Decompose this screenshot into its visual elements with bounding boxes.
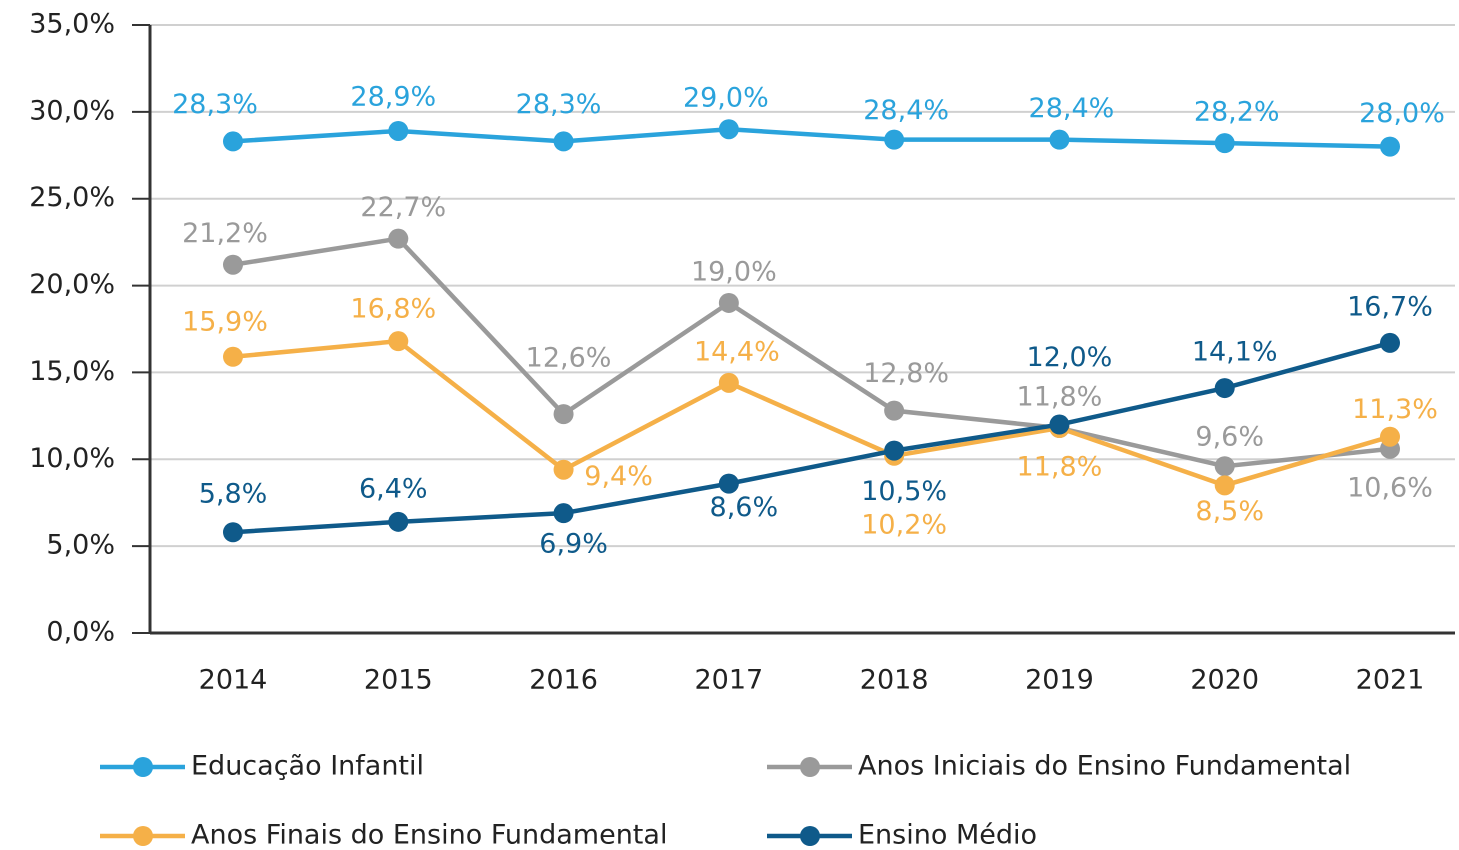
x-tick-label: 2019 [1025, 665, 1094, 696]
data-label: 28,3% [172, 89, 258, 120]
data-label: 8,6% [710, 492, 779, 523]
y-tick-label: 35,0% [29, 9, 115, 40]
point [718, 292, 739, 313]
point [388, 511, 409, 532]
data-label: 11,3% [1352, 394, 1438, 425]
point [1380, 426, 1400, 447]
y-tick-label: 25,0% [29, 182, 115, 213]
point [1049, 414, 1070, 435]
point [223, 131, 243, 152]
series-line [232, 126, 1391, 149]
data-label: 28,9% [350, 81, 436, 112]
legend-marker [800, 826, 820, 846]
legend-label: Anos Iniciais do Ensino Fundamental [858, 751, 1351, 782]
data-label: 5,8% [199, 479, 268, 510]
point [553, 131, 574, 152]
point [718, 372, 739, 393]
legend-label: Educação Infantil [191, 751, 424, 782]
y-tick-label: 5,0% [46, 530, 115, 561]
data-label: 21,2% [182, 218, 268, 249]
data-label: 28,0% [1359, 98, 1445, 129]
data-label: 12,6% [526, 343, 612, 374]
point [388, 331, 409, 352]
y-tick-label: 15,0% [29, 356, 115, 387]
point [388, 228, 409, 249]
data-label: 6,9% [539, 529, 608, 560]
data-label: 14,4% [694, 336, 780, 367]
point [223, 254, 243, 275]
series-line [232, 236, 1391, 469]
point [223, 346, 243, 367]
data-label: 9,6% [1195, 422, 1264, 453]
y-tick-label: 0,0% [46, 617, 115, 648]
point [718, 473, 739, 494]
legend-label: Ensino Médio [858, 820, 1037, 850]
data-label: 10,6% [1347, 472, 1433, 503]
y-tick-label: 20,0% [29, 269, 115, 300]
x-tick-label: 2015 [364, 665, 433, 696]
x-tick-label: 2020 [1190, 665, 1259, 696]
data-label: 19,0% [691, 256, 777, 287]
data-label: 12,8% [863, 358, 949, 389]
data-label: 8,5% [1195, 496, 1264, 527]
point [884, 129, 905, 150]
data-label: 10,2% [861, 509, 947, 540]
point [553, 503, 574, 524]
x-tick-label: 2018 [860, 665, 929, 696]
point [553, 404, 574, 425]
series-line [232, 340, 1391, 535]
x-tick-label: 2021 [1356, 665, 1425, 696]
data-label: 16,8% [350, 294, 436, 325]
data-label: 28,2% [1194, 97, 1280, 128]
point [388, 120, 409, 141]
data-label: 15,9% [182, 306, 268, 337]
point [223, 522, 243, 543]
data-label: 11,8% [1017, 382, 1103, 413]
series-line [232, 338, 1391, 488]
data-label: 28,4% [1029, 93, 1115, 124]
x-tick-label: 2016 [529, 665, 598, 696]
data-label: 11,8% [1017, 452, 1103, 483]
data-label: 9,4% [584, 461, 653, 492]
legend-label: Anos Finais do Ensino Fundamental [191, 820, 667, 850]
point [1380, 136, 1400, 157]
point [1049, 129, 1070, 150]
data-label: 14,1% [1192, 337, 1278, 368]
data-label: 6,4% [359, 473, 428, 504]
point [884, 400, 905, 421]
data-label: 28,3% [516, 89, 602, 120]
x-tick-label: 2017 [694, 665, 763, 696]
point [1214, 475, 1235, 496]
legend-marker [133, 757, 153, 777]
y-tick-label: 30,0% [29, 95, 115, 126]
point [1214, 456, 1235, 477]
data-label: 10,5% [861, 476, 947, 507]
data-label: 29,0% [683, 83, 769, 114]
data-label: 28,4% [863, 95, 949, 126]
point [1214, 378, 1235, 399]
point [718, 119, 739, 140]
x-tick-label: 2014 [199, 665, 268, 696]
y-tick-label: 10,0% [29, 443, 115, 474]
point [884, 440, 905, 461]
legend-marker [133, 826, 153, 846]
data-label: 16,7% [1347, 291, 1433, 322]
point [1214, 133, 1235, 154]
legend-marker [800, 757, 820, 777]
data-label: 22,7% [360, 192, 446, 223]
data-label: 12,0% [1027, 342, 1113, 373]
point [1380, 332, 1400, 353]
point [553, 459, 574, 480]
